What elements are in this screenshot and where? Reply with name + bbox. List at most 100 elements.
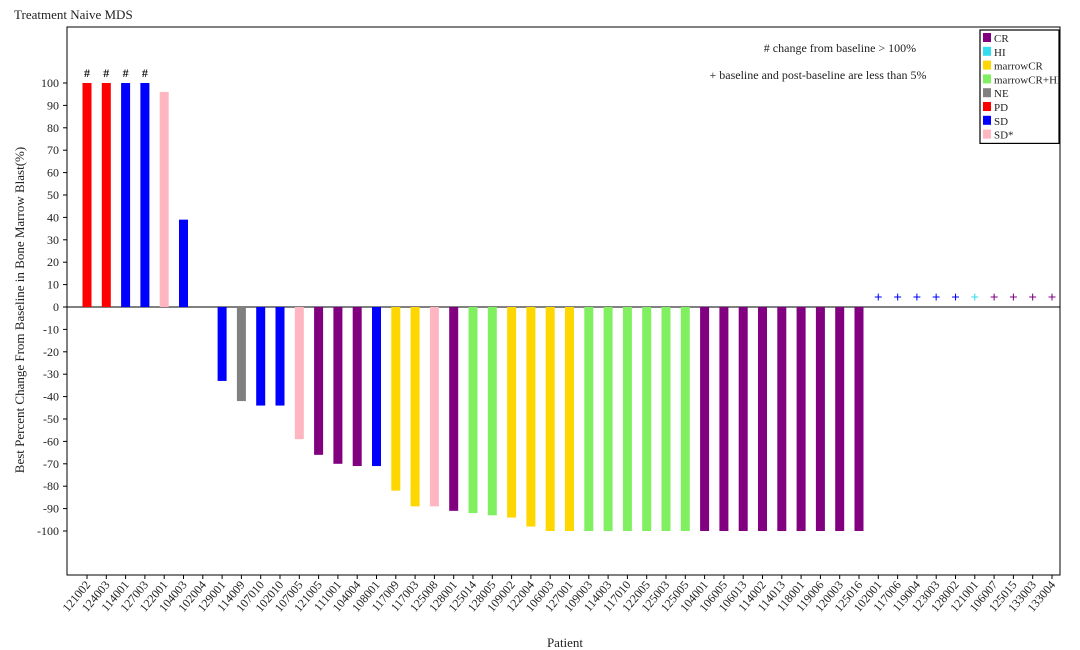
- y-tick-label: -100: [37, 524, 59, 538]
- bar-117009: [391, 307, 401, 491]
- plot-frame: [66, 26, 1061, 576]
- bars-group: [82, 83, 864, 531]
- bar-114001: [121, 83, 131, 307]
- legend-swatch: [983, 60, 991, 70]
- legend-label: HI: [994, 47, 1006, 59]
- annotation-hash: # change from baseline > 100%: [764, 41, 916, 55]
- legend-label: PD: [994, 102, 1008, 114]
- hash-marker: #: [103, 66, 109, 80]
- plus-marker: +: [951, 290, 960, 306]
- legend-label: SD: [994, 116, 1008, 128]
- y-tick-label: 10: [47, 278, 59, 292]
- hash-marker: #: [142, 66, 148, 80]
- y-tick-label: 0: [53, 300, 59, 314]
- plus-marker: +: [1009, 290, 1018, 306]
- bar-122004: [526, 307, 536, 527]
- bar-117010: [622, 307, 632, 531]
- legend-label: marrowCR: [994, 61, 1044, 73]
- legend-swatch: [983, 46, 991, 56]
- hash-marker: #: [84, 66, 90, 80]
- legend-swatch: [983, 115, 991, 125]
- y-tick-label: 70: [47, 143, 59, 157]
- bar-119006: [815, 307, 825, 531]
- plus-marker: +: [971, 290, 980, 306]
- legend-label: NE: [994, 88, 1009, 100]
- y-tick-label: -10: [43, 322, 59, 336]
- x-axis: 1210021240031140011270031220011040031020…: [59, 575, 1058, 615]
- y-tick-label: -80: [43, 479, 59, 493]
- bar-104004: [352, 307, 362, 467]
- bar-109003: [584, 307, 594, 531]
- chart-title: Treatment Naive MDS: [14, 7, 133, 22]
- bar-114003: [603, 307, 613, 531]
- bar-114013: [777, 307, 787, 531]
- y-axis: 1009080706050403020100-10-20-30-40-50-60…: [37, 76, 67, 538]
- y-tick-label: -60: [43, 434, 59, 448]
- bar-109002: [507, 307, 517, 518]
- legend-swatch: [983, 74, 991, 84]
- legend-label: marrowCR+HI: [994, 74, 1061, 86]
- bar-106005: [719, 307, 729, 531]
- legend-label: SD*: [994, 130, 1014, 142]
- plot-border: [66, 26, 1061, 576]
- y-tick-label: -70: [43, 457, 59, 471]
- markers-group: # # # # + + + + + + + + + +: [84, 66, 1056, 306]
- y-tick-label: -90: [43, 502, 59, 516]
- bar-118001: [796, 307, 806, 531]
- bar-107010: [256, 307, 266, 406]
- y-tick-label: -50: [43, 412, 59, 426]
- plus-marker: +: [874, 290, 883, 306]
- bar-102010: [275, 307, 285, 406]
- bar-125016: [854, 307, 864, 531]
- y-tick-label: 80: [47, 121, 59, 135]
- plus-marker: +: [913, 290, 922, 306]
- bar-127001: [565, 307, 574, 531]
- bar-125005: [680, 307, 690, 531]
- bar-117003: [410, 307, 420, 507]
- bar-121002: [82, 83, 92, 307]
- y-tick-label: 100: [41, 76, 59, 90]
- y-tick-label: -40: [43, 390, 59, 404]
- bar-125008: [429, 307, 439, 507]
- plus-marker: +: [1048, 290, 1057, 306]
- bar-106013: [738, 307, 748, 531]
- y-tick-label: 20: [47, 255, 59, 269]
- bar-122005: [642, 307, 652, 531]
- hash-marker: #: [123, 66, 129, 80]
- y-tick-label: 50: [47, 188, 59, 202]
- y-axis-label: Best Percent Change From Baseline in Bon…: [12, 147, 27, 473]
- y-tick-label: -20: [43, 345, 59, 359]
- plus-marker: +: [1028, 290, 1037, 306]
- bar-114009: [236, 307, 246, 402]
- y-tick-label: 60: [47, 166, 59, 180]
- y-tick-label: -30: [43, 367, 59, 381]
- legend-swatch: [983, 129, 991, 139]
- bar-108001: [372, 307, 381, 467]
- bar-107005: [294, 307, 304, 440]
- bar-127003: [140, 83, 150, 307]
- plus-marker: +: [932, 290, 941, 306]
- bar-129001: [217, 307, 227, 381]
- bar-106003: [545, 307, 555, 531]
- y-tick-label: 90: [47, 98, 59, 112]
- legend-label: CR: [994, 33, 1009, 45]
- bar-104001: [700, 307, 710, 531]
- plus-marker: +: [990, 290, 999, 306]
- bar-114002: [758, 307, 767, 531]
- bar-128005: [487, 307, 497, 516]
- annotation-plus: + baseline and post-baseline are less th…: [709, 68, 926, 82]
- y-tick-label: 30: [47, 233, 59, 247]
- legend-box: [979, 29, 1060, 145]
- plus-marker: +: [893, 290, 902, 306]
- bar-124003: [101, 83, 111, 307]
- x-axis-label: Patient: [547, 635, 583, 650]
- legend-swatch: [983, 102, 991, 111]
- y-tick-label: 40: [47, 210, 59, 224]
- legend-swatch: [983, 33, 991, 42]
- bar-104003: [179, 219, 188, 307]
- bar-125014: [468, 307, 478, 514]
- bar-122001: [159, 91, 169, 308]
- bar-121005: [314, 307, 324, 455]
